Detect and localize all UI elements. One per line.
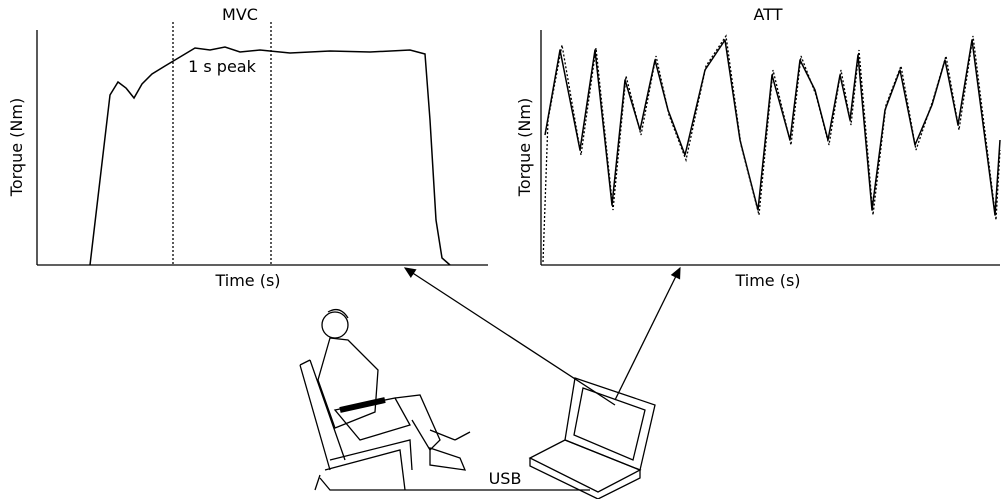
y-axis-label: Torque (Nm) [7, 98, 26, 197]
torque-curve [544, 39, 1001, 216]
att-panel: ATT Torque (Nm) Time (s) [515, 5, 1001, 290]
panel-title: ATT [754, 5, 783, 24]
laptop-illustration [528, 377, 656, 499]
y-axis-label: Torque (Nm) [515, 98, 534, 197]
target-curve [542, 34, 1001, 263]
arrow [403, 267, 616, 406]
connection-label: USB [489, 469, 522, 488]
arrow [614, 266, 681, 401]
x-axis-label: Time (s) [214, 271, 280, 290]
subject-illustration [299, 308, 471, 491]
x-axis-label: Time (s) [734, 271, 800, 290]
panel-title: MVC [222, 5, 258, 24]
torque-curve [89, 46, 451, 266]
mvc-panel: MVC Torque (Nm) Time (s) 1 s peak [7, 5, 488, 290]
annotation: 1 s peak [188, 57, 256, 76]
